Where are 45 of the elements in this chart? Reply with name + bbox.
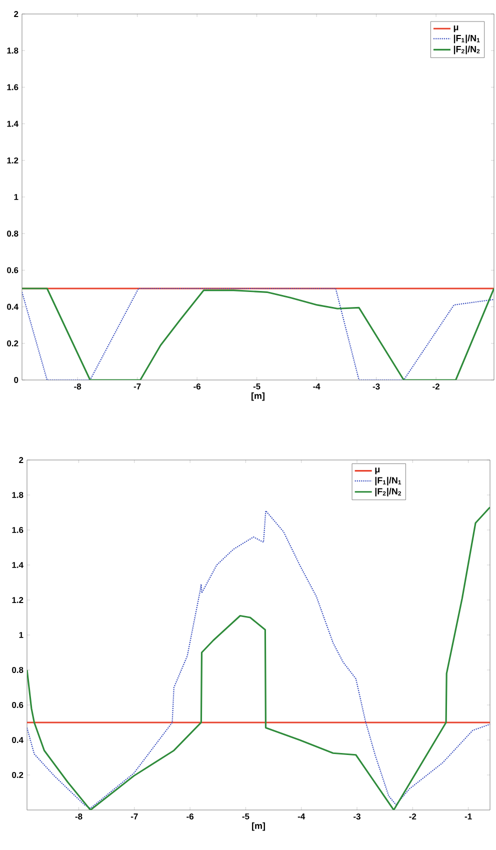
y-tick-label: 1.2	[12, 597, 24, 603]
x-tick-label: -8	[75, 814, 82, 820]
x-tick-label: -7	[130, 814, 138, 820]
x-tick-label: -6	[194, 384, 201, 390]
x-tick-label: -6	[186, 814, 194, 820]
x-tick-label: -3	[372, 384, 380, 390]
legend-label: μ	[454, 26, 458, 32]
y-tick-label: 1.4	[12, 562, 24, 568]
x-axis-title: [m]	[252, 822, 265, 831]
y-tick-label: 2	[19, 457, 24, 463]
y-tick-label: 0	[14, 377, 18, 383]
x-tick-label: -2	[432, 384, 440, 390]
y-tick-label: 0.6	[12, 702, 24, 708]
legend-label: |F$_{2}$|/N$_{2}$	[375, 488, 402, 496]
y-tick-label: 0.8	[12, 667, 24, 673]
y-tick-label: 1	[19, 632, 24, 638]
x-tick-label: -8	[74, 384, 82, 390]
y-tick-label: 0.8	[7, 230, 18, 237]
y-tick-label: 0.4	[7, 304, 18, 310]
y-tick-label: 1	[14, 194, 18, 200]
y-tick-label: 0.4	[12, 737, 24, 743]
y-tick-label: 1.4	[7, 120, 18, 127]
legend-label: |F$_{1}$|/N$_{1}$	[375, 476, 402, 486]
x-tick-label: -3	[354, 814, 360, 820]
y-tick-label: 0.2	[12, 772, 24, 778]
x-tick-label: -2	[409, 814, 416, 820]
x-tick-label: -4	[313, 384, 320, 390]
legend-label: |F$_{1}$|/N$_{1}$	[454, 34, 480, 44]
legend-label: μ	[375, 468, 380, 474]
x-tick-label: -5	[242, 814, 250, 820]
y-tick-label: 2	[14, 11, 18, 17]
y-tick-label: 0.6	[7, 267, 18, 274]
y-tick-label: 1.8	[7, 48, 18, 54]
x-tick-label: -7	[134, 384, 141, 390]
legend-label: |F$_{2}$|/N$_{2}$	[454, 46, 480, 54]
x-tick-label: -5	[253, 384, 260, 390]
y-tick-label: 1.6	[12, 527, 24, 533]
x-tick-label: -1	[464, 814, 472, 820]
y-tick-label: 1.2	[7, 157, 18, 164]
x-axis-title: [m]	[252, 392, 264, 401]
y-tick-label: 0.2	[7, 340, 18, 346]
y-tick-label: 1.8	[12, 492, 24, 498]
x-tick-label: -4	[298, 814, 306, 820]
line-series	[22, 288, 494, 380]
y-tick-label: 1.6	[7, 84, 18, 90]
